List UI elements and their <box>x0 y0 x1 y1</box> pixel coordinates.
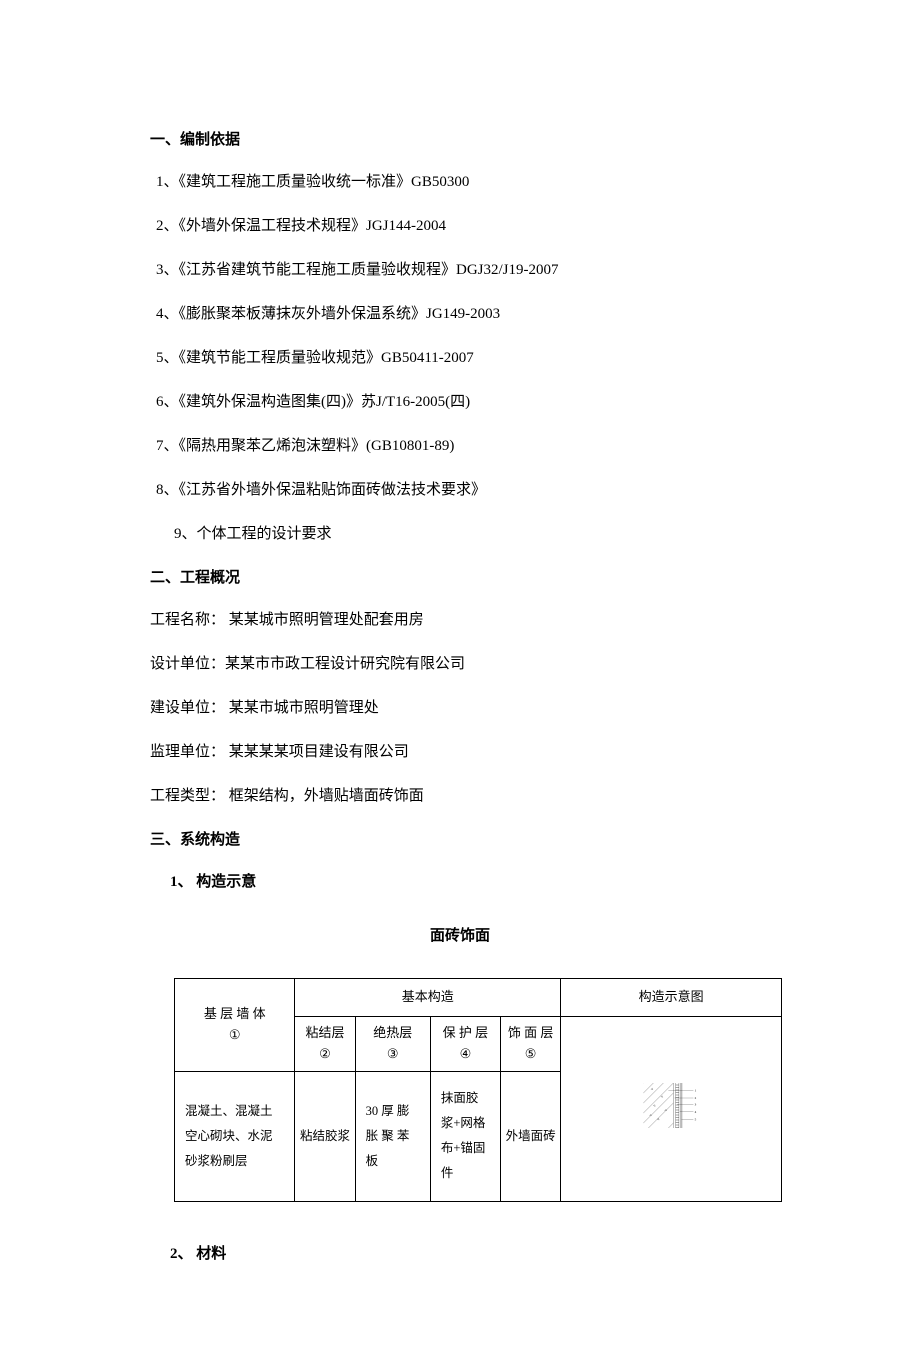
value-proj-name: 某某城市照明管理处配套用房 <box>225 612 424 628</box>
section3-sub2: 2、 材料 <box>170 1242 770 1266</box>
ref-item-7: 7、《隔热用聚苯乙烯泡沫塑料》(GB10801-89) <box>156 434 770 458</box>
hdr-basic: 基本构造 <box>295 979 561 1017</box>
ref-item-4: 4、《膨胀聚苯板薄抹灰外墙外保温系统》JG149-2003 <box>156 302 770 326</box>
ref-item-6: 6、《建筑外保温构造图集(四)》苏J/T16-2005(四) <box>156 390 770 414</box>
structure-diagram: 1 2 3 4 5 <box>563 1083 779 1128</box>
subhdr-5-l2: ⑤ <box>505 1044 556 1065</box>
value-design-unit: 某某市市政工程设计研究院有限公司 <box>225 656 465 672</box>
subhdr-2-l2: ② <box>299 1044 350 1065</box>
label-proj-name: 工程名称： <box>150 608 225 632</box>
diagram-label-5: 5 <box>695 1117 697 1121</box>
hdr-base-wall: 基 层 墙 体 ① <box>175 979 295 1072</box>
cell-col3: 30 厚 膨 胀 聚 苯 板 <box>355 1071 430 1201</box>
cell-col2: 粘结胶浆 <box>295 1071 355 1201</box>
diagram-label-4: 4 <box>695 1110 697 1114</box>
ref-item-1: 1、《建筑工程施工质量验收统一标准》GB50300 <box>156 170 770 194</box>
proj-type: 工程类型： 框架结构，外墙贴墙面砖饰面 <box>150 784 770 808</box>
structure-table: 基 层 墙 体 ① 基本构造 构造示意图 粘结层 ② 绝热层 ③ 保 护 层 ④… <box>174 978 782 1202</box>
section1-heading: 一、编制依据 <box>150 128 770 152</box>
hdr-base-wall-l2: ① <box>179 1025 290 1046</box>
cell-col5: 外墙面砖 <box>501 1071 561 1201</box>
hdr-base-wall-l1: 基 层 墙 体 <box>179 1004 290 1025</box>
value-build-unit: 某某市城市照明管理处 <box>225 700 379 716</box>
structure-table-wrap: 基 层 墙 体 ① 基本构造 构造示意图 粘结层 ② 绝热层 ③ 保 护 层 ④… <box>174 978 770 1202</box>
section3-sub1: 1、 构造示意 <box>170 870 770 894</box>
cell-col4: 抹面胶浆+网格布+锚固件 <box>430 1071 500 1201</box>
build-unit: 建设单位： 某某市城市照明管理处 <box>150 696 770 720</box>
subhdr-3-l1: 绝热层 <box>360 1023 426 1044</box>
section3-heading: 三、系统构造 <box>150 828 770 852</box>
value-supervise-unit: 某某某某项目建设有限公司 <box>225 744 409 760</box>
supervise-unit: 监理单位： 某某某某项目建设有限公司 <box>150 740 770 764</box>
subhdr-3: 绝热层 ③ <box>355 1017 430 1072</box>
label-build-unit: 建设单位： <box>150 696 225 720</box>
diagram-label-3: 3 <box>695 1102 697 1106</box>
diagram-label-2: 2 <box>695 1096 697 1100</box>
label-supervise-unit: 监理单位： <box>150 740 225 764</box>
ref-item-5: 5、《建筑节能工程质量验收规范》GB50411-2007 <box>156 346 770 370</box>
value-proj-type: 框架结构，外墙贴墙面砖饰面 <box>225 788 424 804</box>
label-design-unit: 设计单位： <box>150 652 225 676</box>
subhdr-2: 粘结层 ② <box>295 1017 355 1072</box>
ref-item-8: 8、《江苏省外墙外保温粘贴饰面砖做法技术要求》 <box>156 478 770 502</box>
section2-heading: 二、工程概况 <box>150 566 770 590</box>
table-title: 面砖饰面 <box>150 924 770 948</box>
subhdr-5: 饰 面 层 ⑤ <box>501 1017 561 1072</box>
diagram-label-1: 1 <box>695 1088 697 1092</box>
subhdr-3-l2: ③ <box>360 1044 426 1065</box>
proj-name: 工程名称： 某某城市照明管理处配套用房 <box>150 608 770 632</box>
diagram-cell: 1 2 3 4 5 <box>561 1017 782 1202</box>
subhdr-2-l1: 粘结层 <box>299 1023 350 1044</box>
ref-item-2: 2、《外墙外保温工程技术规程》JGJ144-2004 <box>156 214 770 238</box>
design-unit: 设计单位：某某市市政工程设计研究院有限公司 <box>150 652 770 676</box>
hdr-diagram: 构造示意图 <box>561 979 782 1017</box>
subhdr-4-l1: 保 护 层 <box>435 1023 496 1044</box>
label-proj-type: 工程类型： <box>150 784 225 808</box>
cell-col1: 混凝土、混凝土空心砌块、水泥砂浆粉刷层 <box>175 1071 295 1201</box>
subhdr-4-l2: ④ <box>435 1044 496 1065</box>
ref-item-9: 9、个体工程的设计要求 <box>174 522 770 546</box>
table-header-row1: 基 层 墙 体 ① 基本构造 构造示意图 <box>175 979 782 1017</box>
subhdr-5-l1: 饰 面 层 <box>505 1023 556 1044</box>
subhdr-4: 保 护 层 ④ <box>430 1017 500 1072</box>
ref-item-3: 3、《江苏省建筑节能工程施工质量验收规程》DGJ32/J19-2007 <box>156 258 770 282</box>
